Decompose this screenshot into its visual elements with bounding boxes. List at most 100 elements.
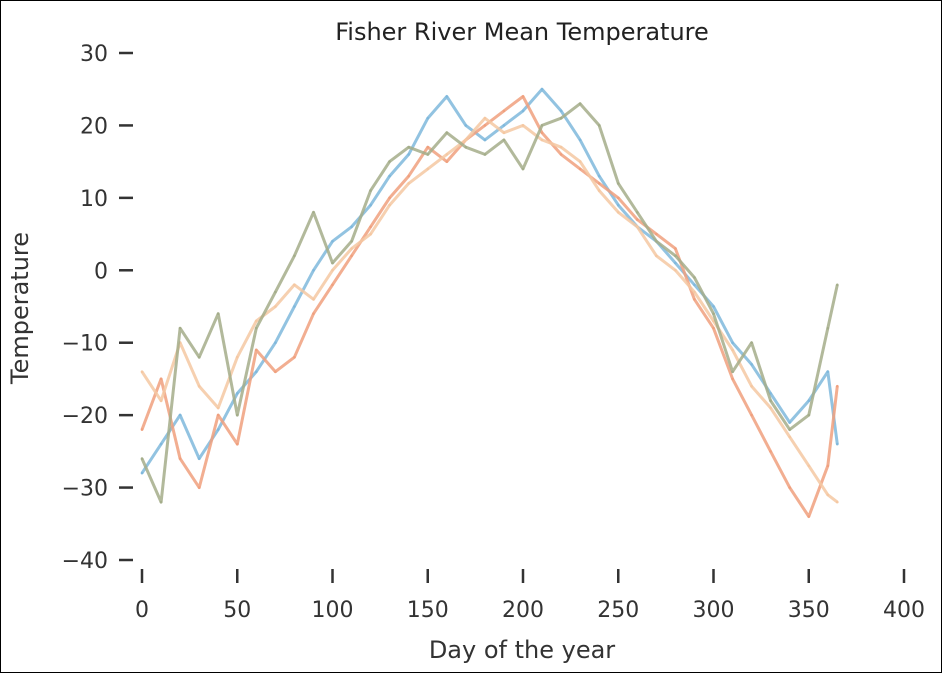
x-tick-label: 350 xyxy=(788,598,830,623)
data-point xyxy=(312,312,315,316)
data-point xyxy=(407,153,411,156)
data-point xyxy=(731,348,734,352)
data-point xyxy=(540,87,544,91)
data-point xyxy=(312,269,315,272)
data-point xyxy=(331,240,334,243)
x-tick-label: 400 xyxy=(883,598,925,623)
data-point xyxy=(254,370,258,374)
data-point xyxy=(750,384,753,388)
data-point xyxy=(750,413,753,417)
data-point xyxy=(159,399,163,403)
data-point xyxy=(197,457,201,460)
x-tick-label: 0 xyxy=(135,598,149,623)
data-point xyxy=(331,261,334,265)
data-point xyxy=(807,413,811,417)
data-point xyxy=(597,182,601,185)
data-point xyxy=(750,341,753,345)
data-point xyxy=(578,167,582,171)
data-point xyxy=(236,413,239,417)
data-point xyxy=(197,355,201,359)
y-tick-label: 10 xyxy=(80,187,108,212)
data-point xyxy=(388,196,391,200)
data-point xyxy=(807,464,811,468)
data-point xyxy=(407,174,411,178)
data-point xyxy=(693,290,696,294)
data-point xyxy=(254,348,258,352)
data-point xyxy=(597,124,601,127)
series-line xyxy=(140,95,839,518)
y-tick-label: 20 xyxy=(80,114,108,139)
data-point xyxy=(502,138,506,142)
data-point xyxy=(140,471,144,475)
data-point xyxy=(521,109,525,113)
data-point xyxy=(502,131,506,134)
data-point xyxy=(597,189,601,192)
data-point xyxy=(350,240,353,243)
data-point xyxy=(312,298,315,301)
data-point xyxy=(426,153,430,156)
data-point xyxy=(483,138,487,142)
series-line xyxy=(140,87,839,474)
data-point xyxy=(350,254,353,258)
data-point xyxy=(293,355,296,359)
series-4 xyxy=(140,102,839,504)
data-point xyxy=(445,160,449,163)
data-point xyxy=(731,377,734,381)
data-point xyxy=(540,138,544,142)
data-point xyxy=(369,225,372,229)
data-point xyxy=(559,116,563,120)
data-point xyxy=(693,298,696,301)
data-point xyxy=(826,493,830,497)
y-tick-label: 0 xyxy=(94,259,108,284)
data-point xyxy=(636,211,639,214)
x-tick-label: 50 xyxy=(223,598,251,623)
data-point xyxy=(502,124,506,127)
data-point xyxy=(788,428,791,431)
data-point xyxy=(788,421,791,424)
data-point xyxy=(559,153,563,156)
y-tick-label: −20 xyxy=(62,404,108,429)
data-point xyxy=(788,435,791,439)
data-point xyxy=(293,305,296,308)
data-point xyxy=(712,312,715,316)
data-point xyxy=(540,124,544,127)
data-point xyxy=(559,109,563,113)
y-tick-label: −30 xyxy=(62,477,108,502)
data-point xyxy=(159,442,163,446)
data-point xyxy=(388,160,391,163)
series-line xyxy=(140,116,839,504)
data-point xyxy=(178,326,182,330)
data-point xyxy=(617,203,620,207)
data-point xyxy=(617,211,620,214)
series-2 xyxy=(140,95,839,518)
data-point xyxy=(350,247,353,250)
data-point xyxy=(236,392,239,395)
y-axis-title: Temperature xyxy=(6,232,34,385)
data-point xyxy=(693,283,696,287)
data-point xyxy=(712,326,715,330)
chart-title: Fisher River Mean Temperature xyxy=(335,18,709,46)
data-point xyxy=(274,370,277,374)
x-axis-title: Day of the year xyxy=(429,636,615,664)
data-point xyxy=(274,341,277,345)
data-point xyxy=(636,218,639,221)
data-point xyxy=(826,326,830,330)
y-axis: 30 20 10 0 −10 −20 −30 −40 xyxy=(62,42,133,574)
data-point xyxy=(712,305,715,308)
data-point xyxy=(445,95,449,98)
data-point xyxy=(216,413,220,417)
plot-area xyxy=(140,87,839,518)
data-point xyxy=(216,406,220,410)
data-point xyxy=(540,131,544,134)
data-point xyxy=(578,102,582,105)
data-point xyxy=(807,399,811,403)
data-point xyxy=(216,428,220,431)
data-point xyxy=(674,269,677,272)
data-point xyxy=(216,312,220,316)
data-point xyxy=(197,384,201,388)
data-point xyxy=(597,174,601,178)
data-point xyxy=(236,355,239,359)
data-point xyxy=(502,109,506,113)
